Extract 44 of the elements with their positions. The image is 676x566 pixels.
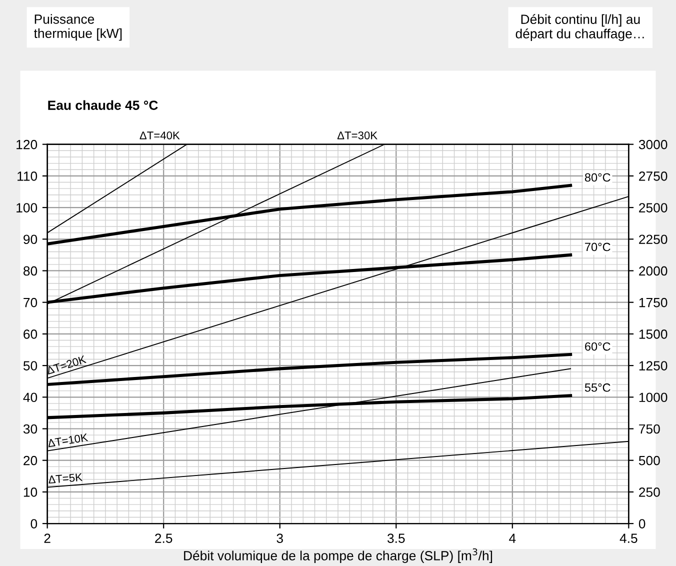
y2-tick-label: 3000 — [638, 140, 668, 150]
x-tick-label: 3 — [276, 534, 283, 543]
y2-tick-label: 1250 — [639, 361, 668, 370]
series-label: 70°C — [585, 242, 610, 252]
y-tick-label: 90 — [24, 234, 38, 244]
y-tick-label: 40 — [23, 392, 38, 402]
series-label: ΔT=40K — [140, 131, 180, 140]
y2-tick-label: 2500 — [639, 203, 668, 212]
y-tick-label: 30 — [23, 424, 38, 434]
y2-tick-label: 2250 — [639, 234, 668, 244]
text: Puissance thermique [kW] — [34, 14, 122, 41]
x-tick-label: 3.5 — [387, 534, 405, 543]
series-label: 80°C — [584, 173, 610, 182]
text: Débit continu [l/h] au départ du chauffage… — [516, 14, 644, 41]
x-tick-label: 2 — [44, 534, 50, 543]
series-label: ΔT=5K — [48, 473, 83, 484]
y2-tick-label: 0 — [638, 519, 646, 528]
y-tick-label: 100 — [16, 203, 38, 212]
text: ΔT=10K — [47, 433, 88, 448]
y2-tick-label: 2000 — [639, 266, 668, 276]
y-tick-label: 60 — [24, 330, 38, 339]
y2-tick-label: 250 — [639, 488, 660, 497]
series-label: 60°C — [585, 342, 610, 351]
x-tick-label: 4 — [509, 534, 516, 543]
y2-tick-label: 750 — [639, 424, 660, 434]
chart-title: Eau chaude 45 °C — [48, 100, 158, 110]
y2-tick-label: 500 — [638, 456, 660, 466]
y-tick-label: 110 — [18, 172, 38, 181]
y-tick-label: 80 — [23, 266, 38, 276]
y-tick-label: 70 — [24, 298, 38, 308]
y-tick-label: 50 — [23, 361, 38, 370]
y-tick-label: 120 — [16, 140, 38, 150]
y-tick-label: 20 — [24, 456, 38, 466]
series-label: ΔT=30K — [337, 131, 378, 140]
y2-tick-label: 1000 — [639, 392, 668, 402]
y2-tick-label: 1750 — [639, 298, 668, 308]
y2-tick-label: 2750 — [639, 172, 668, 181]
y-tick-label: 0 — [30, 519, 38, 528]
x-tick-label: 2.5 — [155, 534, 172, 543]
x-axis-title: Débit volumique de la pompe de charge (SLP) [m$^{3}$/h] — [184, 548, 492, 563]
y2-tick-label: 1500 — [639, 330, 668, 339]
y-tick-label: 10 — [24, 488, 38, 497]
x-tick-label: 4.5 — [620, 534, 638, 543]
series-label: 55°C — [584, 383, 610, 392]
